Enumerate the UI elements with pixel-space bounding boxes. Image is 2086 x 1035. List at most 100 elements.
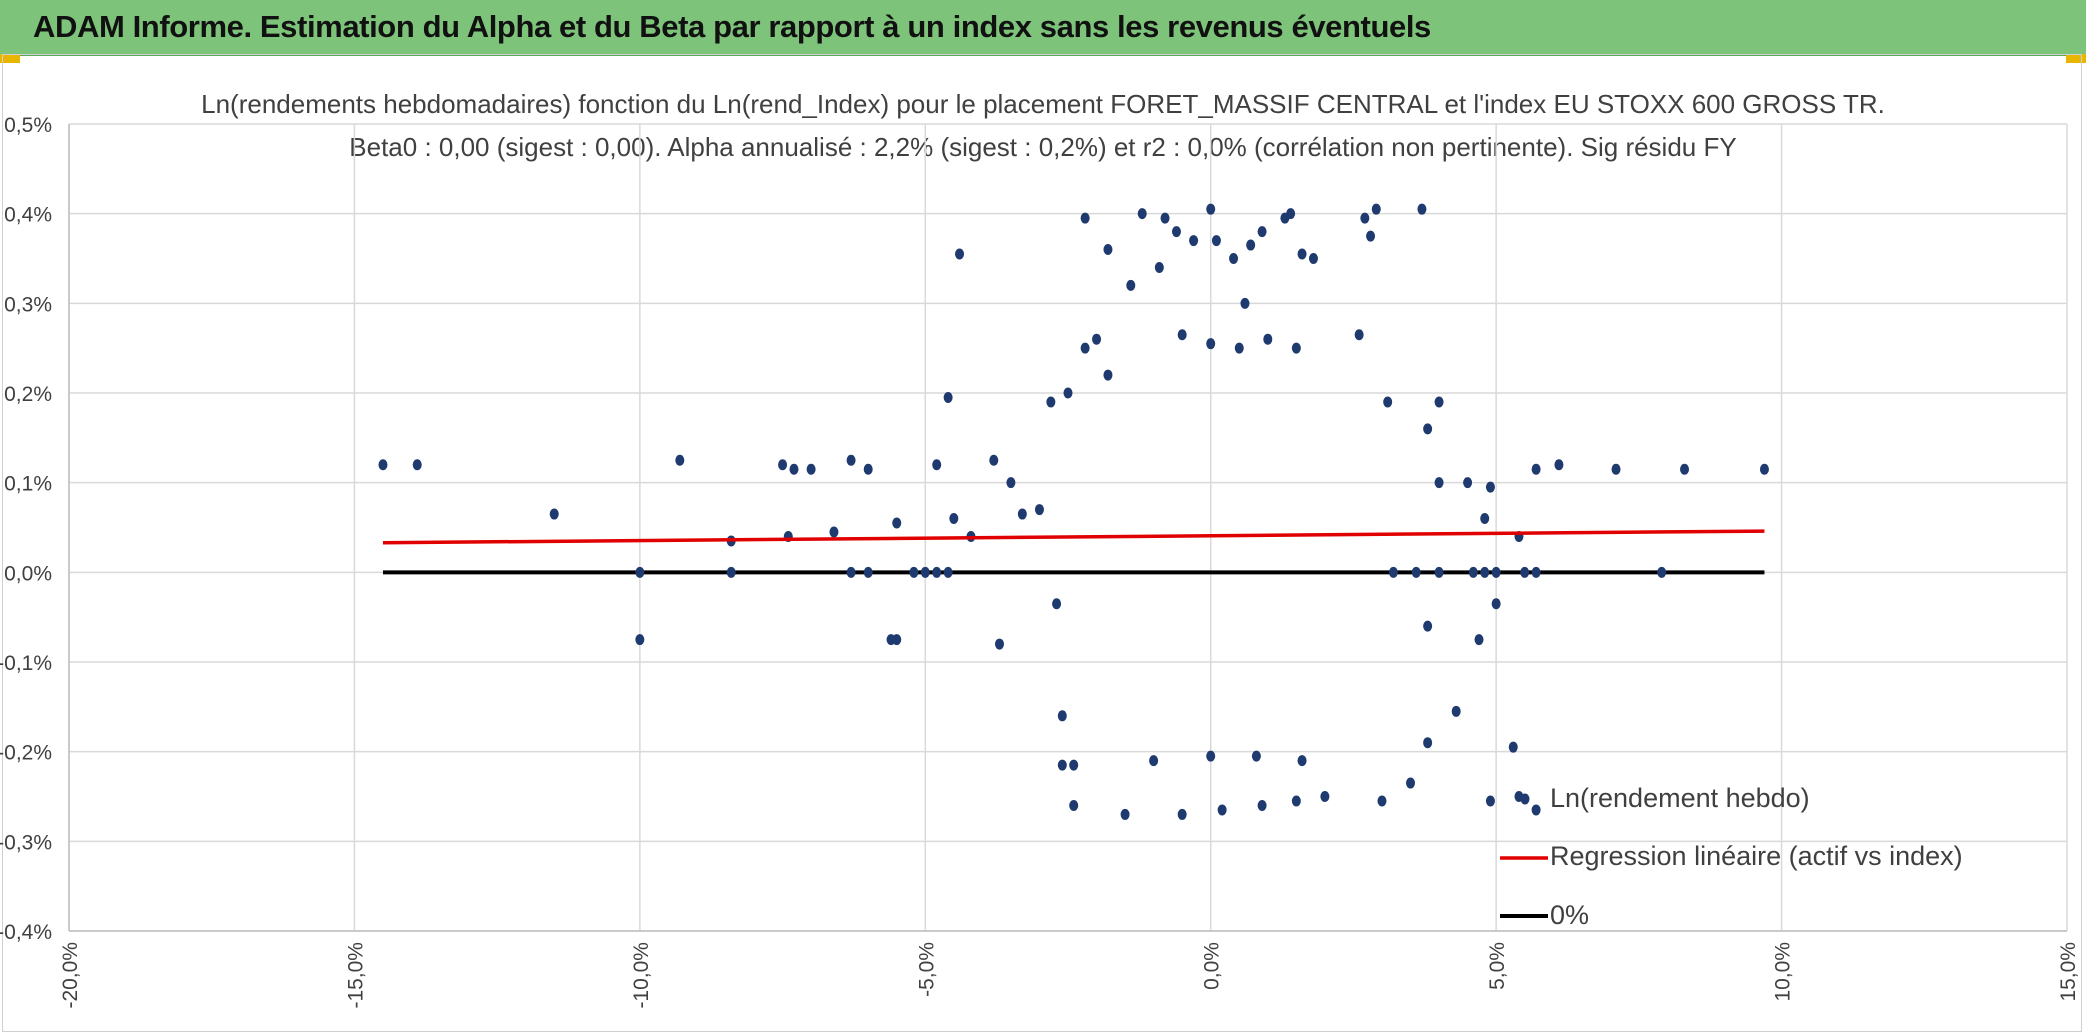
- scatter-point: [1434, 396, 1444, 408]
- scatter-point: [1057, 759, 1067, 771]
- scatter-point: [949, 513, 959, 525]
- scatter-point: [1126, 279, 1136, 291]
- scatter-point: [1246, 239, 1256, 251]
- scatter-point: [1657, 566, 1667, 578]
- y-tick-label: -0,4%: [0, 921, 52, 944]
- scatter-point: [378, 459, 388, 471]
- scatter-point: [1080, 342, 1090, 354]
- x-tick-label: 15,0%: [2057, 942, 2080, 1002]
- scatter-point: [1234, 342, 1244, 354]
- y-tick-label: -0,3%: [0, 831, 52, 854]
- y-tick-label: 0,4%: [4, 204, 52, 227]
- legend-label-scatter: Ln(rendement hebdo): [1550, 783, 1810, 813]
- scatter-point: [1229, 253, 1239, 264]
- x-tick-label: -20,0%: [59, 942, 82, 1009]
- scatter-point: [1531, 804, 1541, 816]
- scatter-point: [549, 508, 559, 520]
- scatter-point: [1251, 750, 1261, 762]
- scatter-point: [635, 566, 645, 578]
- scatter-point: [1423, 423, 1433, 435]
- scatter-point: [1291, 342, 1301, 354]
- scatter-point: [1263, 333, 1273, 345]
- scatter-point: [1366, 230, 1376, 242]
- chart-subtitle: Beta0 : 0,00 (sigest : 0,00). Alpha annu…: [349, 132, 1737, 162]
- scatter-point: [846, 454, 856, 466]
- scatter-point: [1286, 208, 1296, 220]
- x-tick-label: 0,0%: [1201, 942, 1224, 990]
- scatter-point: [726, 566, 736, 578]
- scatter-point: [1377, 795, 1387, 807]
- scatter-point: [1423, 620, 1433, 632]
- scatter-point: [1063, 387, 1073, 399]
- scatter-point: [1046, 396, 1056, 408]
- scatter-point: [675, 454, 685, 466]
- scatter-point: [789, 463, 799, 475]
- scatter-point: [1257, 799, 1267, 811]
- scatter-point: [1297, 248, 1307, 260]
- scatter-point: [1320, 791, 1330, 802]
- scatter-point: [1240, 297, 1250, 309]
- chart-frame: [2, 54, 2082, 1032]
- x-tick-label: -10,0%: [630, 942, 653, 1009]
- scatter-point: [1491, 566, 1501, 578]
- x-tick-label: 5,0%: [1486, 942, 1509, 990]
- scatter-point: [1069, 799, 1079, 811]
- scatter-point: [1006, 477, 1016, 489]
- scatter-point: [892, 634, 902, 646]
- scatter-point: [1206, 338, 1216, 350]
- scatter-point: [1092, 333, 1102, 345]
- scatter-point: [1206, 750, 1216, 762]
- scatter-point: [1103, 244, 1113, 256]
- scatter-point: [1531, 463, 1541, 475]
- scatter-point: [863, 463, 873, 475]
- scatter-point: [1531, 566, 1541, 578]
- scatter-point: [1137, 208, 1147, 220]
- scatter-point: [1411, 566, 1421, 578]
- x-tick-label: 10,0%: [1772, 942, 1795, 1002]
- scatter-point: [994, 638, 1004, 650]
- y-tick-label: 0,1%: [4, 473, 52, 496]
- scatter-point: [1520, 566, 1530, 578]
- corner-marker-left: [0, 54, 20, 63]
- scatter-point: [1480, 566, 1490, 578]
- scatter-point: [635, 634, 645, 646]
- y-tick-label: -0,1%: [0, 652, 52, 675]
- scatter-point: [1474, 634, 1484, 646]
- scatter-point: [1485, 795, 1495, 807]
- legend-marker-scatter: [1520, 793, 1530, 805]
- scatter-point: [932, 566, 942, 578]
- x-tick-label: -5,0%: [915, 942, 938, 997]
- scatter-point: [1417, 203, 1427, 215]
- scatter-point: [1080, 212, 1090, 224]
- scatter-point: [1434, 566, 1444, 578]
- scatter-point: [1052, 598, 1062, 610]
- legend-label-regression: Regression linéaire (actif vs index): [1550, 841, 1963, 871]
- scatter-point: [1423, 737, 1433, 749]
- legend-label-zero: 0%: [1550, 900, 1590, 930]
- scatter-point: [1680, 463, 1690, 475]
- scatter-point: [1217, 804, 1227, 816]
- scatter-point: [1388, 566, 1398, 578]
- scatter-point: [1371, 203, 1381, 215]
- y-tick-label: -0,2%: [0, 742, 52, 765]
- scatter-point: [1069, 759, 1079, 771]
- scatter-point: [1480, 513, 1490, 525]
- y-tick-label: 0,3%: [4, 293, 52, 316]
- y-tick-label: 0,5%: [4, 114, 52, 137]
- scatter-point: [1171, 226, 1181, 238]
- scatter-point: [1160, 212, 1170, 224]
- scatter-point: [1206, 203, 1216, 215]
- scatter-point: [829, 526, 839, 538]
- scatter-point: [943, 566, 953, 578]
- scatter-point: [1354, 329, 1364, 341]
- scatter-point: [1257, 226, 1267, 238]
- chart-title: Ln(rendements hebdomadaires) fonction du…: [201, 89, 1885, 119]
- scatter-point: [1468, 566, 1478, 578]
- scatter-point: [1463, 477, 1473, 489]
- scatter-point: [932, 459, 942, 471]
- scatter-point: [1406, 777, 1416, 789]
- scatter-point: [1491, 598, 1501, 610]
- scatter-point: [955, 248, 965, 260]
- scatter-point: [1485, 481, 1495, 493]
